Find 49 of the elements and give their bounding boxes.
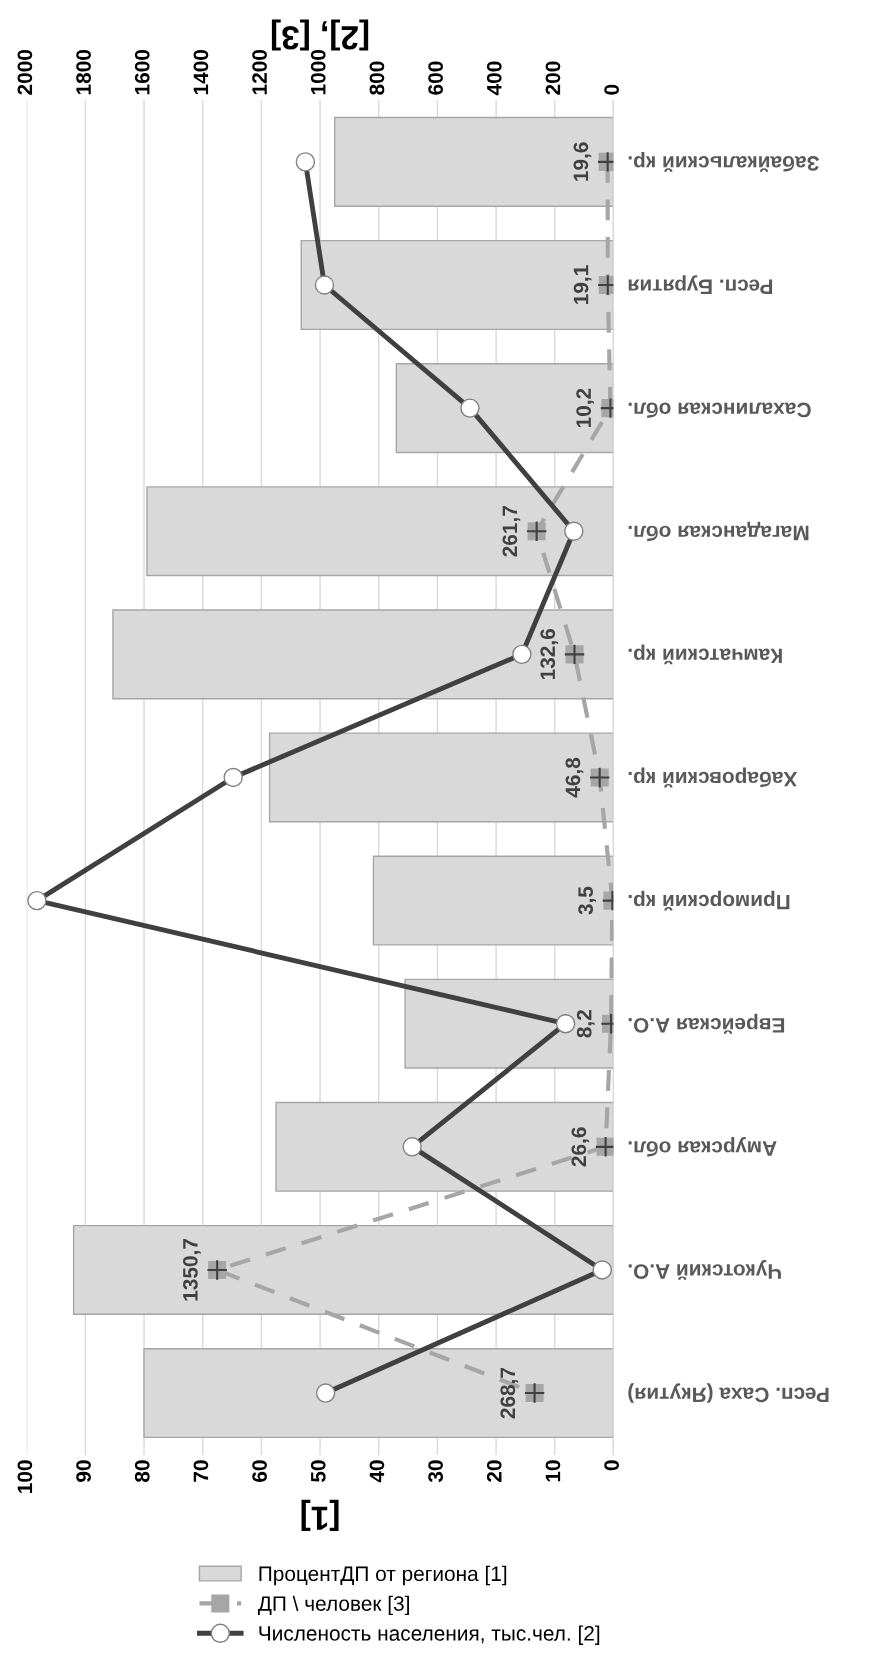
y-tick-label: Приморский кр.: [628, 890, 790, 911]
x2-tick-label: 1600: [134, 49, 150, 95]
x2-tick-label: 2000: [17, 49, 33, 95]
x-tick-label: 10: [545, 1460, 561, 1482]
y-tick-label: Магаданская обл.: [628, 521, 809, 542]
data-label: 26,6: [571, 1127, 590, 1167]
x2-tick-label: 1800: [76, 49, 91, 95]
y-tick-label: Чукотский А.О.: [628, 1260, 781, 1280]
x-tick-label: 50: [310, 1460, 326, 1483]
x-tick-label: 60: [252, 1460, 267, 1482]
x2-tick-label: 800: [369, 61, 385, 95]
y-tick-label: Сахалинская обл.: [628, 402, 811, 419]
data-label: 132,6: [540, 629, 559, 680]
x-tick-label: 20: [486, 1460, 502, 1482]
data-label: 268,7: [500, 1367, 519, 1419]
y-tick-label: Камчатский кр.: [628, 644, 782, 665]
x2-tick-label: 200: [545, 61, 561, 95]
data-label: 1350,7: [182, 1239, 201, 1301]
data-label: 46,8: [565, 757, 584, 798]
legend-label: Численость населения, тыс.чел. [2]: [259, 1625, 600, 1645]
data-label: 19,1: [573, 265, 592, 304]
y-tick-label: Хабаровский кр.: [628, 767, 798, 788]
y-tick-label: Респ. Саха (Якутия): [628, 1383, 829, 1403]
y-tick-label: Еврейская А.О.: [628, 1013, 785, 1034]
y-tick-label: Амурская обл.: [628, 1137, 777, 1157]
x-tick-label: 80: [134, 1460, 150, 1483]
y-tick-label: Забайкальский кр.: [628, 151, 820, 172]
x-tick-label: 0: [604, 1460, 619, 1471]
x2-tick-label: 600: [428, 61, 443, 95]
x-tick-label: 100: [17, 1460, 33, 1493]
x2-tick-label: 1200: [252, 49, 267, 95]
y-tick-label: Респ. Бурятия: [628, 275, 773, 294]
x-tick-label: 70: [193, 1460, 209, 1482]
x2-tick-label: 1000: [310, 49, 326, 95]
data-label: 3,5: [578, 886, 596, 915]
x2-axis-title: [2], [3]: [271, 19, 369, 51]
x-axis-title: [1]: [301, 1499, 339, 1531]
x-tick-label: 30: [428, 1460, 444, 1483]
data-label: 10,2: [576, 388, 595, 428]
legend-label: ПроцентДП от региона [1]: [259, 1565, 507, 1586]
data-label: 261,7: [502, 506, 521, 557]
data-label: 19,6: [573, 142, 592, 181]
x-tick-label: 40: [369, 1460, 385, 1483]
data-label: 8,2: [576, 1010, 595, 1038]
x-tick-label: 90: [76, 1460, 91, 1482]
x2-tick-label: 1400: [193, 49, 209, 95]
legend-label: ДП \ человек [3]: [257, 1595, 409, 1616]
x2-tick-label: 0: [604, 84, 619, 95]
x2-tick-label: 400: [486, 61, 502, 96]
